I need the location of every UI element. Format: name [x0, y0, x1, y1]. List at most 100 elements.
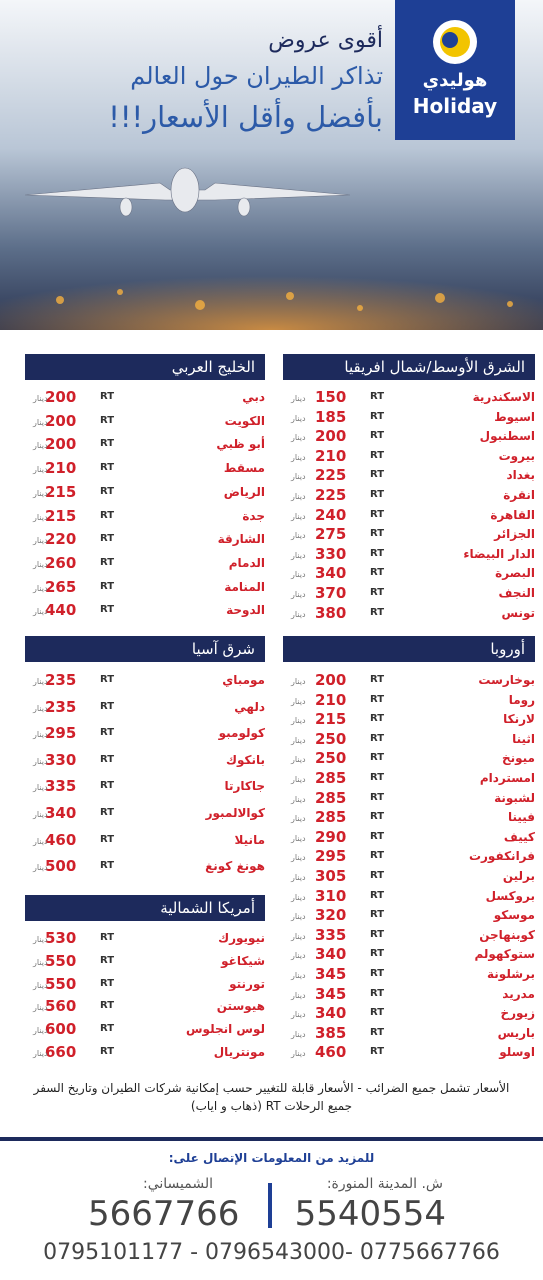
city: فرانكفورت [468, 849, 535, 864]
currency: دينار [33, 417, 48, 427]
currency: دينار [33, 836, 48, 846]
rt-label: RT [100, 833, 115, 845]
currency: دينار [291, 570, 306, 580]
rt-label: RT [100, 485, 115, 497]
currency: دينار [33, 1003, 48, 1013]
branch-phone: 5667766 [88, 1194, 240, 1234]
currency: دينار [291, 433, 306, 443]
price: 240 [315, 505, 347, 524]
currency: دينار [291, 609, 306, 619]
price-row: برلين RT 305 دينار [283, 867, 535, 885]
price: 185 [315, 407, 347, 426]
rt-label: RT [100, 462, 115, 474]
price: 235 [45, 697, 77, 716]
rt-label: RT [370, 693, 385, 705]
currency: دينار [33, 583, 48, 593]
rt-label: RT [370, 987, 385, 999]
price: 285 [315, 769, 347, 787]
note: جميع الرحلات RT (ذهاب و اياب) [190, 1099, 353, 1113]
currency: دينار [291, 394, 306, 403]
rt-label: RT [100, 1046, 115, 1057]
city: كوالالمبور [205, 806, 265, 820]
price: 215 [315, 710, 347, 729]
currency: دينار [291, 590, 306, 599]
price-row: النجف RT 370 دينار [283, 584, 535, 602]
rt-label: RT [370, 948, 385, 960]
price: 290 [315, 827, 347, 846]
currency: دينار [33, 677, 48, 686]
price-row: ستوكهولم RT 340 دينار [283, 945, 535, 963]
branch-name: ش. المدينة المنورة: [326, 1176, 443, 1192]
city: لشبونة [494, 790, 535, 805]
price-row: جدة RT 215 دينار [25, 507, 265, 525]
price-row: لشبونة RT 285 دينار [283, 789, 535, 807]
city: بيروت [498, 448, 535, 463]
price-row: البصرة RT 340 دينار [283, 564, 535, 582]
currency: دينار [33, 607, 48, 617]
rt-label: RT [100, 1023, 115, 1035]
price: 330 [45, 750, 77, 769]
price-row: كوبنهاجن RT 335 دينار [283, 926, 535, 944]
price-row: شيكاغو RT 550 دينار [25, 952, 265, 970]
price-row: اوسلو RT 460 دينار [283, 1043, 535, 1061]
price-row: كييف RT 290 دينار [283, 828, 535, 846]
rt-label: RT [100, 954, 115, 966]
headline: أقوى عروض [268, 28, 383, 53]
rt-label: RT [370, 606, 385, 618]
city: مانيلا [234, 832, 265, 847]
currency: دينار [291, 873, 306, 882]
price-row: كوالالمبور RT 340 دينار [25, 804, 265, 822]
currency: دينار [291, 1010, 306, 1020]
city: برلين [502, 869, 535, 883]
branch-name: الشميساني: [143, 1176, 213, 1192]
rt-label: RT [370, 811, 385, 823]
price-row: برشلونة RT 345 دينار [283, 965, 535, 983]
rt-label: RT [100, 727, 115, 739]
price-row: تورنتو RT 550 دينار [25, 975, 265, 993]
price: 295 [315, 847, 347, 866]
currency: دينار [291, 472, 306, 482]
price-row: موسكو RT 320 دينار [283, 906, 535, 924]
city: شيكاغو [221, 953, 265, 968]
city: ميونخ [501, 751, 535, 766]
rt-label: RT [370, 889, 385, 901]
price-row: مونتريال RT 660 دينار [25, 1043, 265, 1061]
rt-label: RT [100, 780, 115, 792]
rt-label: RT [370, 732, 385, 744]
currency: دينار [33, 863, 48, 873]
rt-label: RT [100, 674, 115, 685]
price: 560 [45, 997, 77, 1016]
banner [0, 0, 543, 330]
currency: دينار [291, 892, 306, 902]
rt-label: RT [370, 567, 385, 579]
price: 460 [45, 830, 77, 849]
price: 345 [315, 965, 347, 983]
currency: دينار [291, 931, 306, 941]
price-row: بروكسل RT 310 دينار [283, 887, 535, 905]
price-row: اسيوط RT 185 دينار [283, 408, 535, 426]
price: 250 [315, 729, 347, 748]
city: مومباي [222, 673, 265, 687]
rt-label: RT [370, 791, 385, 803]
rt-label: RT [100, 556, 115, 568]
logo-latin: Holiday [412, 94, 498, 118]
price-row: باريس RT 385 دينار [283, 1024, 535, 1042]
price-row: روما RT 210 دينار [283, 691, 535, 709]
rt-label: RT [100, 533, 115, 545]
city: كولومبو [218, 726, 265, 741]
price-row: لارنكا RT 215 دينار [283, 710, 535, 728]
rt-label: RT [100, 753, 115, 765]
rt-label: RT [370, 968, 385, 979]
city: اثينا [512, 731, 535, 746]
city: الدار البيضاء [463, 546, 535, 561]
city: الجزائر [494, 527, 535, 542]
currency: دينار [33, 935, 48, 944]
currency: دينار [33, 703, 48, 713]
rt-label: RT [100, 438, 115, 450]
rt-label: RT [370, 1007, 385, 1019]
price-row: الدار البيضاء RT 330 دينار [283, 545, 535, 563]
city: دبي [242, 390, 265, 404]
currency: دينار [33, 783, 48, 793]
currency: دينار [291, 1049, 306, 1059]
